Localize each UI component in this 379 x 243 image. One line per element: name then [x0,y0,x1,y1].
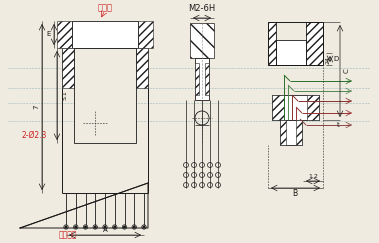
Circle shape [133,226,135,228]
Text: 安装支架: 安装支架 [59,231,77,240]
Bar [272,95,284,120]
Bar [136,48,148,88]
Text: 2-Ø2.3: 2-Ø2.3 [22,130,47,139]
Text: C: C [344,69,350,73]
Text: 安装板: 安装板 [97,3,113,12]
Text: 7: 7 [33,105,39,109]
Circle shape [143,226,145,228]
Bar [138,21,153,48]
Text: M2-6H: M2-6H [188,5,216,14]
Text: E: E [47,32,51,37]
Bar [57,21,72,48]
Circle shape [94,226,96,228]
Bar [296,120,302,145]
Text: D: D [334,56,338,62]
Circle shape [124,226,125,228]
Text: 1.2: 1.2 [308,174,318,179]
Bar [74,48,136,143]
Text: A: A [103,227,107,233]
Bar [268,22,323,65]
Circle shape [94,122,96,124]
Bar [276,40,306,65]
Bar [280,120,302,145]
Text: 24: 24 [326,56,330,64]
Bar [195,63,199,95]
Text: t: t [337,122,339,128]
Bar [272,95,319,120]
Bar [205,63,209,95]
Bar [307,95,319,120]
Text: 5.1: 5.1 [63,91,67,100]
Circle shape [75,226,77,228]
Bar [195,58,209,100]
Circle shape [104,226,106,228]
Circle shape [114,226,116,228]
Bar [276,22,306,57]
Circle shape [65,226,67,228]
Bar [280,120,286,145]
Bar [190,23,214,58]
Text: B: B [293,190,298,199]
Circle shape [85,226,86,228]
Bar [72,21,138,48]
Bar [62,48,74,88]
